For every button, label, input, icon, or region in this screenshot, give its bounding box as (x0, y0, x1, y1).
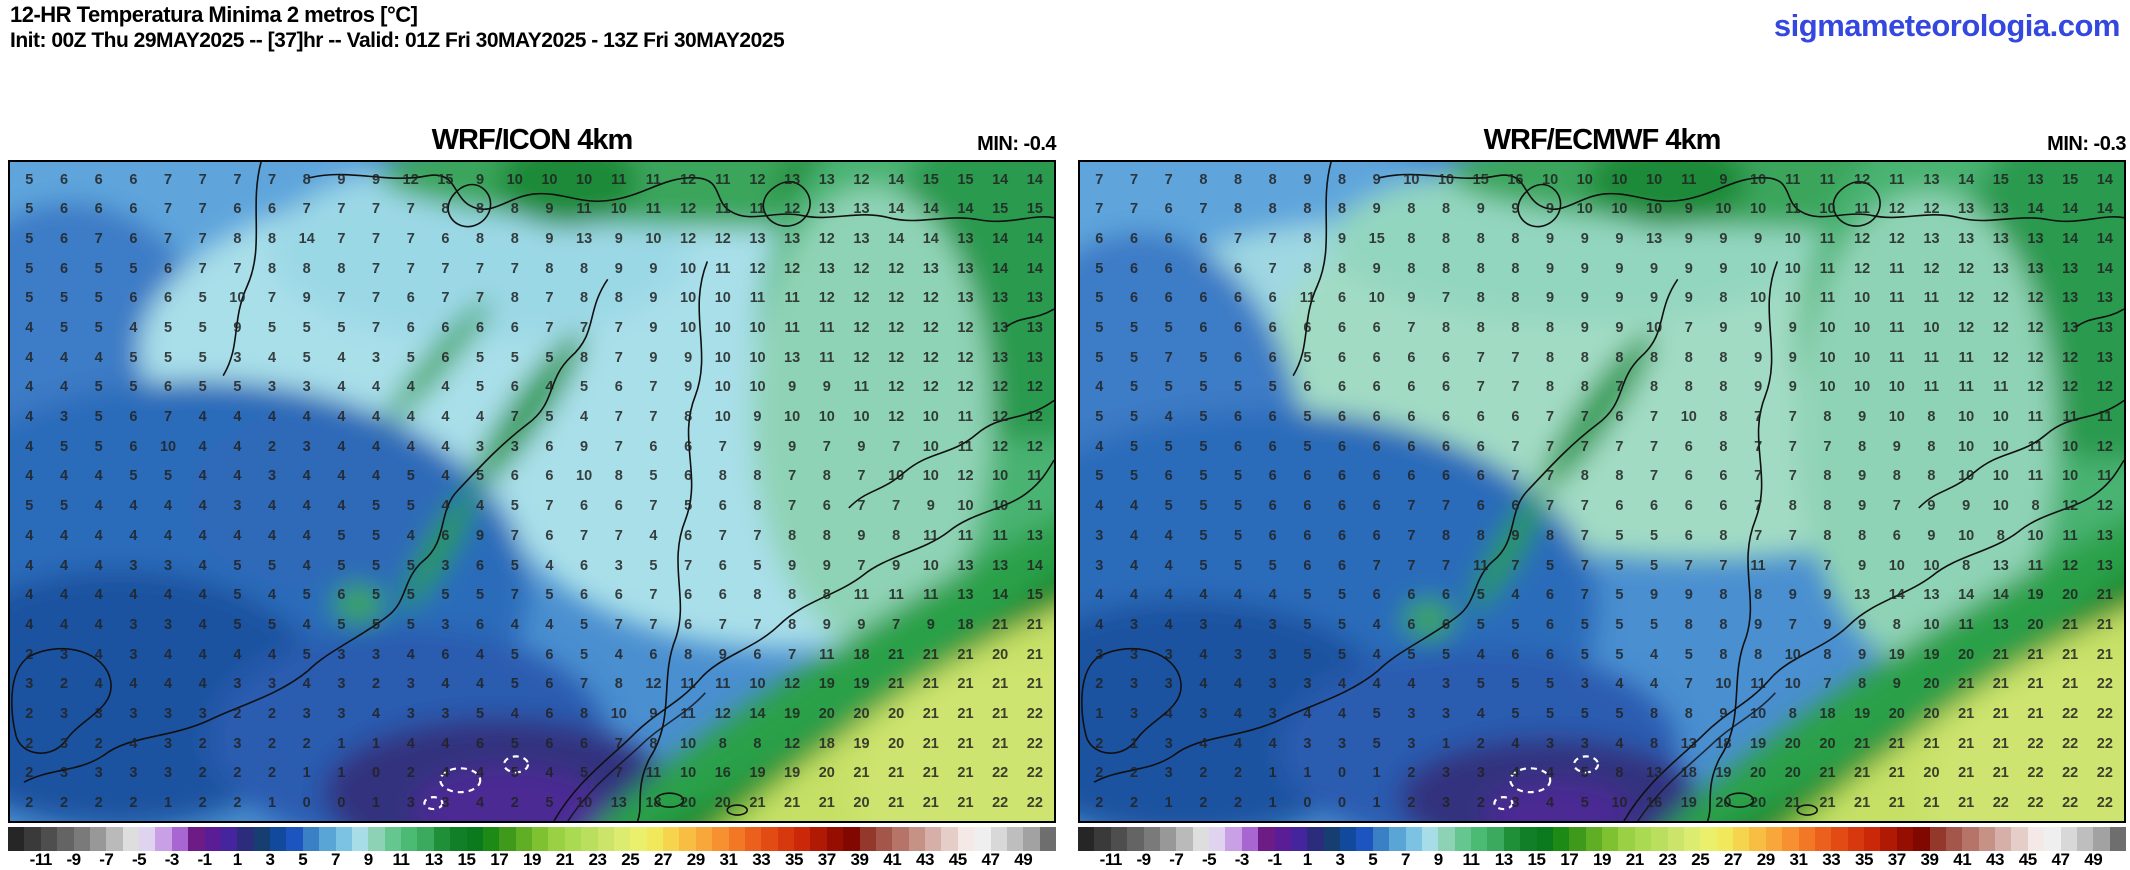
temperature-value-grid: 5 6 6 6 7 7 7 7 8 9 9 12 15 9 10 10 10 11 11 12 11 12 13 13 12 14… (25, 171, 1043, 812)
panel-title-ecmwf: WRF/ECMWF 4km (1483, 124, 1722, 156)
state-boundary-lines (1081, 162, 2124, 821)
colorbar-tick-labels: -11 -9 -7 -5 -3 -1 1 3 5 7 9 11 13 15 17 19 21 23 25 27 29 31… (1099, 850, 2103, 869)
panel-title-icon: WRF/ICON 4km (431, 124, 634, 156)
colorbar-segments (8, 827, 1056, 851)
page-title: 12-HR Temperatura Minima 2 metros [°C] (10, 2, 418, 27)
colorbar: -11 -9 -7 -5 -3 -1 1 3 5 7 9 11 13 15 17 19 21 23 25 27 29 31… (1078, 827, 2126, 869)
map-panel: 5 6 6 6 7 7 7 7 8 9 9 12 15 9 10 10 10 11 11 12 11 12 13 13 12 14… (8, 160, 1056, 823)
min-value-icon: MIN: -0.4 (977, 133, 1056, 155)
brand-link[interactable]: sigmameteorologia.com (1773, 8, 2121, 43)
colorbar: -11 -9 -7 -5 -3 -1 1 3 5 7 9 11 13 15 17 19 21 23 25 27 29 31… (8, 827, 1056, 869)
init-valid-line: Init: 00Z Thu 29MAY2025 -- [37]hr -- Val… (10, 29, 785, 52)
temperature-field-map (1080, 162, 2124, 821)
map-panel: 7 7 7 8 8 8 9 8 9 10 10 15 16 10 10 10 10 11 9 10 11 11 12 11 13… (1078, 160, 2126, 823)
temperature-value-grid: 7 7 7 8 8 8 9 8 9 10 10 15 16 10 10 10 10 11 9 10 11 11 12 11 13… (1095, 171, 2113, 812)
temperature-field-map (10, 162, 1054, 821)
colorbar-segments (1078, 827, 2126, 851)
colorbar-tick-labels: -11 -9 -7 -5 -3 -1 1 3 5 7 9 11 13 15 17 19 21 23 25 27 29 31… (29, 850, 1033, 869)
header-block: 12-HR Temperatura Minima 2 metros [°C] I… (10, 2, 785, 54)
state-boundary-lines (11, 162, 1054, 821)
min-value-ecmwf: MIN: -0.3 (2047, 133, 2126, 155)
